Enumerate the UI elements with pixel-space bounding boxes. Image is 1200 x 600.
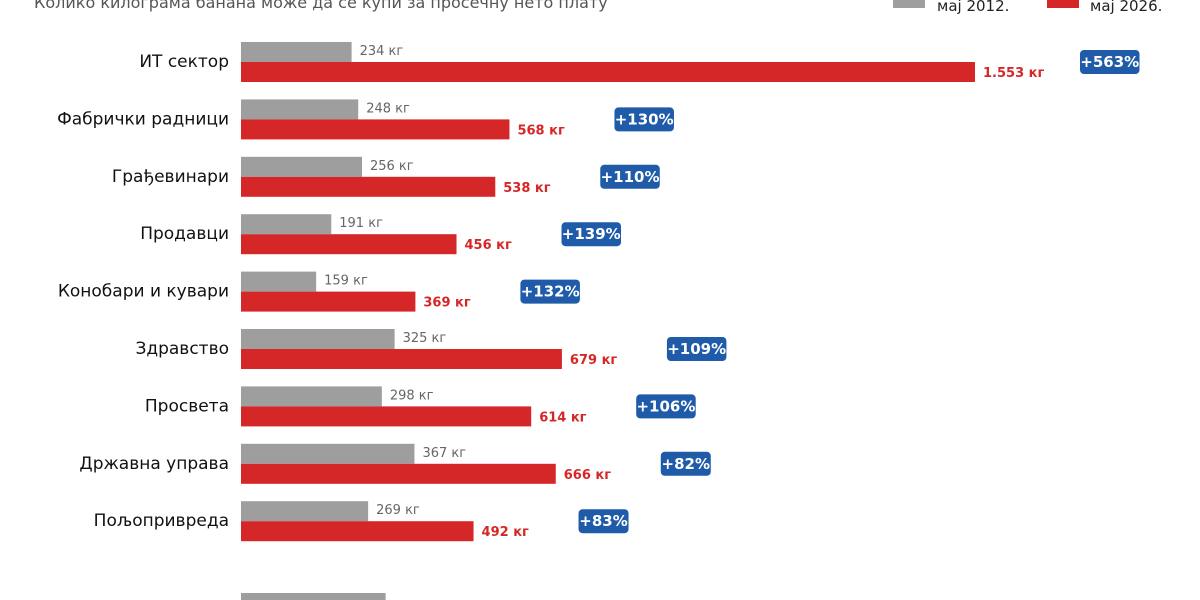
change-badge <box>561 222 622 247</box>
category-label: Државна управа <box>79 454 229 474</box>
category-label: Фабрички радници <box>57 109 229 129</box>
bar-2026 <box>241 463 556 484</box>
change-badge <box>578 509 629 534</box>
chart-subtitle: Колико килограма банана може да се купи … <box>34 0 608 12</box>
bar-2026 <box>241 349 562 369</box>
bar-2026 <box>241 406 532 427</box>
value-label-2012: 248 кг <box>366 101 410 116</box>
bar-2026 <box>241 62 975 82</box>
category-label: Грађевинари <box>112 167 229 187</box>
bar-2012 <box>241 99 359 120</box>
value-label-2012: 298 кг <box>390 388 434 403</box>
bar-2012 <box>241 386 382 407</box>
legend-swatch-2012 <box>893 0 925 8</box>
bar-2012 <box>241 271 317 292</box>
change-badge <box>520 279 580 304</box>
category-label: Здравство <box>135 339 229 359</box>
legend-swatch-2026 <box>1047 0 1079 8</box>
bar-rows: ИТ сектор 234 кг 1.553 кг +563% Фабрички рад… <box>57 42 1140 600</box>
bar-2026 <box>241 521 474 542</box>
value-label-2012: 234 кг <box>360 44 404 59</box>
value-label-2026: 666 кг <box>564 468 611 483</box>
bar-2012-partial <box>241 593 386 600</box>
change-badge-text: +109% <box>667 340 726 358</box>
bar-2026 <box>241 119 510 140</box>
change-badge <box>666 337 727 361</box>
bar-2012 <box>241 42 352 62</box>
change-badge-text: +83% <box>579 512 627 530</box>
category-label: ИТ сектор <box>139 52 229 72</box>
value-label-2012: 325 кг <box>403 331 447 346</box>
value-label-2026: 538 кг <box>503 181 550 196</box>
category-label: Пољопривреда <box>94 511 229 531</box>
change-badge-text: +563% <box>1080 53 1139 71</box>
value-label-2012: 269 кг <box>376 503 420 518</box>
value-label-2012: 191 кг <box>339 216 383 231</box>
value-label-2012: 367 кг <box>422 446 466 461</box>
change-badge <box>600 164 660 189</box>
change-badge <box>614 107 674 132</box>
bar-2012 <box>241 329 395 349</box>
legend-label-2012: мај 2012. <box>937 0 1009 15</box>
bar-2012 <box>241 214 332 235</box>
bar-2012 <box>241 443 415 464</box>
value-label-2026: 369 кг <box>423 296 470 311</box>
value-label-2012: 159 кг <box>324 274 368 289</box>
value-label-2026: 492 кг <box>482 525 529 540</box>
value-label-2026: 614 кг <box>539 410 586 425</box>
bar-2026 <box>241 176 496 197</box>
change-badge-text: +106% <box>636 397 695 415</box>
value-label-2026: 1.553 кг <box>983 66 1044 81</box>
legend-label-2026: мај 2026. <box>1090 0 1162 15</box>
value-label-2026: 679 кг <box>570 353 617 368</box>
change-badge-text: +139% <box>562 225 621 243</box>
change-badge-text: +132% <box>521 283 580 301</box>
bar-2012 <box>241 501 369 522</box>
change-badge <box>660 451 711 476</box>
change-badge-text: +130% <box>615 110 674 128</box>
legend: мај 2012. мај 2026. <box>893 0 1162 15</box>
value-label-2012: 256 кг <box>370 159 414 174</box>
category-label: Продавци <box>140 224 229 244</box>
change-badge-text: +82% <box>662 455 710 473</box>
value-label-2026: 456 кг <box>465 238 512 253</box>
change-badge-text: +110% <box>601 168 660 186</box>
change-badge <box>636 394 696 419</box>
change-badge <box>1080 50 1140 74</box>
bar-2026 <box>241 291 416 312</box>
bar-2012 <box>241 156 362 177</box>
category-label: Конобари и кувари <box>58 282 229 302</box>
category-label: Просвета <box>145 396 229 416</box>
bar-2026 <box>241 234 457 255</box>
value-label-2026: 568 кг <box>517 123 564 138</box>
